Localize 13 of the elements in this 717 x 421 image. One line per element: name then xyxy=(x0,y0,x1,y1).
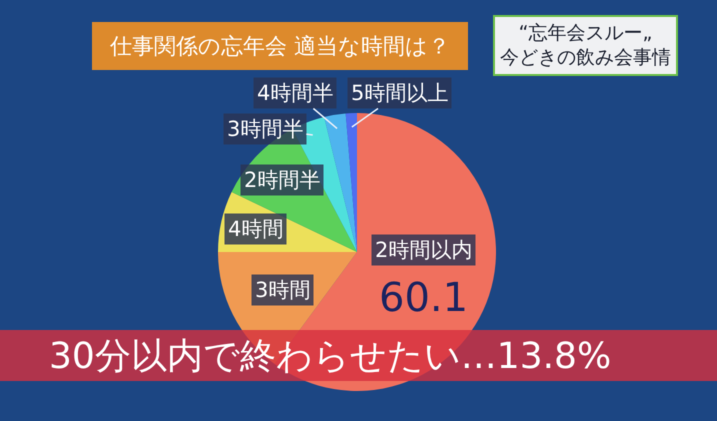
pie-slice xyxy=(346,113,357,252)
slice-label: 3時間半 xyxy=(227,117,304,141)
data-label: 60.1 xyxy=(379,275,468,321)
text: 30分以内で終わらせたい…13.8% xyxy=(49,336,612,377)
slice-label: 4時間半 xyxy=(257,81,334,105)
slice-label: 2時間以内 xyxy=(375,238,472,262)
text: “忘年会スルー„ 今どきの飲み会事情 xyxy=(500,22,671,69)
slice-label: 3時間 xyxy=(255,278,310,302)
pie-slice xyxy=(324,113,357,252)
slice-label: 5時間以上 xyxy=(351,81,448,105)
slice-label: 2時間半 xyxy=(244,168,320,192)
slice-label: 4時間 xyxy=(228,217,284,241)
chart-title: 仕事関係の忘年会 適当な時間は？ xyxy=(109,34,450,60)
